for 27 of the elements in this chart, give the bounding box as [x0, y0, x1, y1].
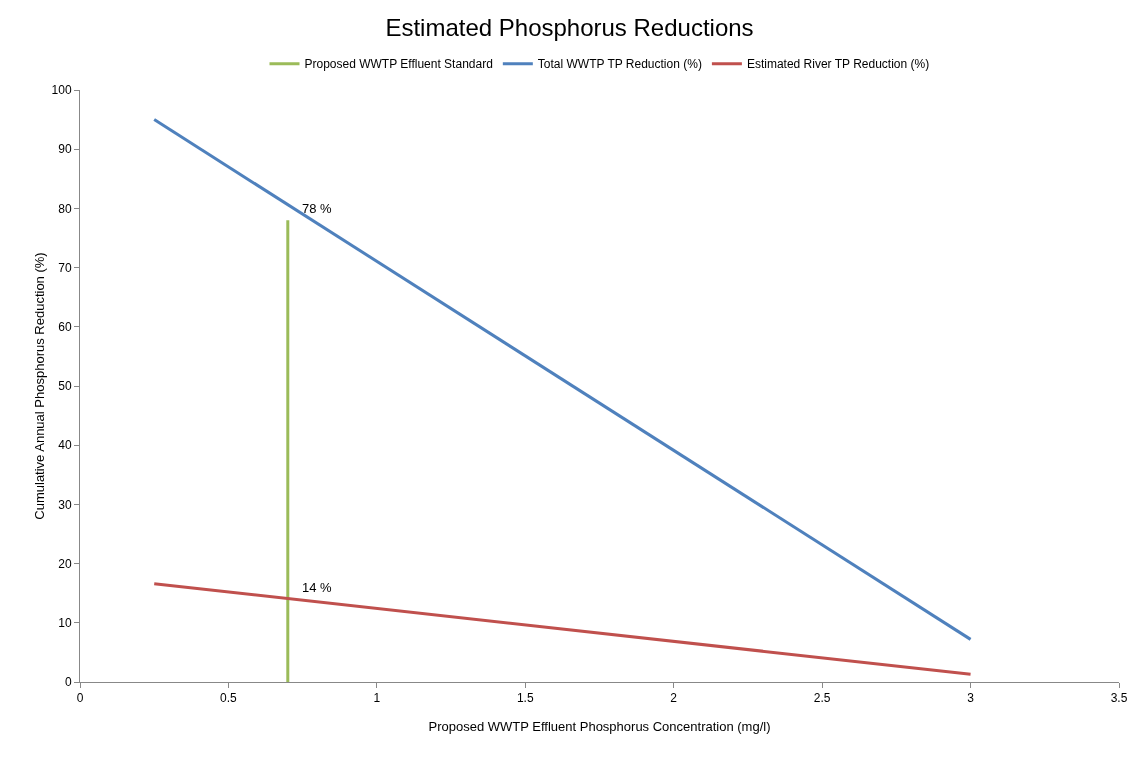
y-axis-title: Cumulative Annual Phosphorus Reduction (%): [32, 252, 47, 520]
x-tick-label: 2.5: [813, 691, 831, 706]
annotation: 78 %: [302, 201, 333, 216]
y-tick-label: 30: [58, 497, 72, 512]
legend-label: Proposed WWTP Effluent Standard: [304, 57, 493, 72]
y-tick-label: 40: [58, 438, 72, 453]
y-tick-label: 80: [58, 201, 72, 216]
legend-label: Total WWTP TP Reduction (%): [537, 57, 702, 72]
y-tick-label: 0: [64, 675, 72, 690]
x-tick-label: 1.5: [516, 691, 534, 706]
x-tick-label: 3: [967, 691, 975, 706]
x-tick-label: 0.5: [220, 691, 238, 706]
chart-title: Estimated Phosphorus Reductions: [385, 13, 754, 41]
y-tick-label: 50: [58, 379, 72, 394]
x-tick-label: 1: [373, 691, 381, 706]
y-tick-label: 60: [58, 320, 72, 334]
y-tick-label: 70: [58, 260, 72, 275]
y-tick-label: 100: [51, 83, 72, 98]
x-axis-title: Proposed WWTP Effluent Phosphorus Concentration (mg/l): [428, 719, 771, 734]
x-tick-label: 3.5: [1110, 691, 1128, 706]
x-tick-label: 2: [670, 691, 678, 706]
y-tick-label: 20: [58, 556, 72, 571]
y-tick-label: 90: [58, 142, 72, 157]
y-tick-label: 10: [58, 616, 72, 630]
legend-label: Estimated River TP Reduction (%): [746, 57, 930, 72]
x-tick-label: 0: [76, 691, 84, 706]
annotation: 14 %: [302, 580, 333, 595]
